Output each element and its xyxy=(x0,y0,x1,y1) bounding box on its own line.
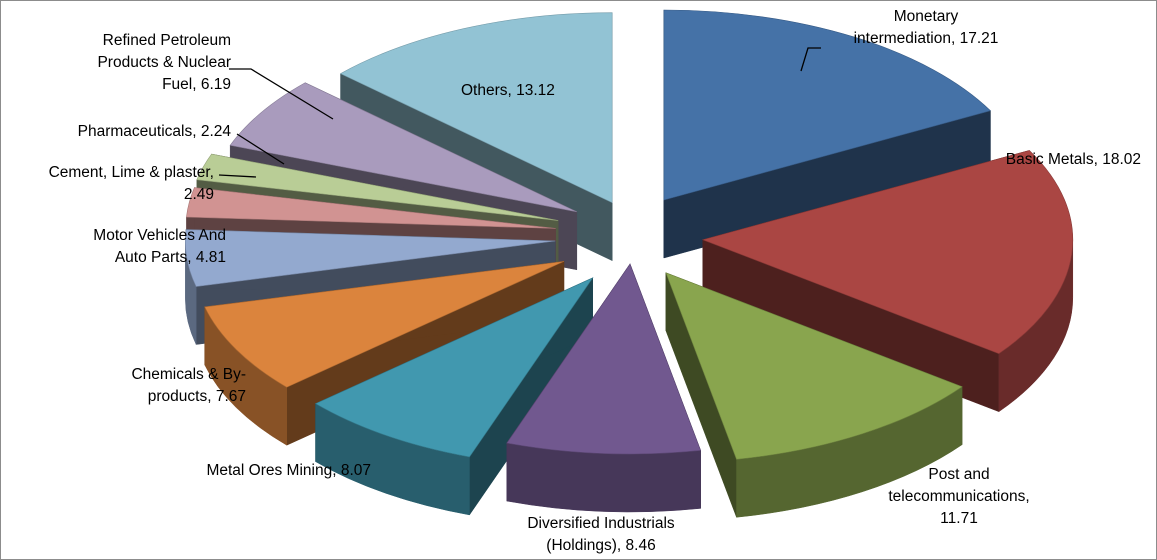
slice-others xyxy=(339,12,613,204)
data-label-motor-vehicles-and-auto-parts: Motor Vehicles And Auto Parts, 4.81 xyxy=(93,227,226,266)
data-label-metal-ores-mining: Metal Ores Mining, 8.07 xyxy=(206,462,371,479)
leader-line-refined-petroleum-products-nuclear-fuel xyxy=(229,68,334,120)
data-labels: Monetary intermediation, 17.21 Basic Metal… xyxy=(49,8,1141,554)
data-label-post-and-telecommunications: Post and telecommunications, 11.71 xyxy=(888,466,1029,527)
slice-refined-petroleum-products-nuclear-fuel xyxy=(229,82,577,213)
data-label-others: Others, 13.12 xyxy=(461,82,555,99)
slice-motor-vehicles-and-auto-parts xyxy=(185,229,556,287)
data-label-cement-lime-plaster: Cement, Lime & plaster, 2.49 xyxy=(49,164,214,203)
data-label-basic-metals: Basic Metals, 18.02 xyxy=(1006,151,1141,168)
leader-lines xyxy=(218,47,821,178)
slice-monetary-intermediation xyxy=(663,9,992,201)
data-label-chemicals-by-products: Chemicals & By-products, 7.67 xyxy=(131,366,246,405)
slice-diversified-industrials-holdings xyxy=(506,263,702,455)
data-label-pharmaceuticals: Pharmaceuticals, 2.24 xyxy=(78,123,232,140)
slice-post-and-telecommunications xyxy=(665,272,963,460)
data-label-refined-petroleum-products-nuclear-fuel: Refined Petroleum Products & Nuclear Fuel,… xyxy=(97,32,231,93)
data-label-monetary-intermediation: Monetary intermediation, 17.21 xyxy=(854,8,999,47)
pie-tops xyxy=(185,9,1074,460)
slice-metal-ores-mining xyxy=(314,277,594,458)
slice-chemicals-by-products xyxy=(204,261,565,388)
leader-line-cement-lime-plaster xyxy=(218,174,257,178)
slice-pharmaceuticals xyxy=(196,153,559,221)
leader-line-pharmaceuticals xyxy=(236,133,285,165)
data-label-diversified-industrials-holdings: Diversified Industrials (Holdings), 8.46 xyxy=(527,515,675,554)
slice-basic-metals xyxy=(701,150,1074,355)
slice-cement-lime-plaster xyxy=(186,187,556,229)
leader-line-monetary-intermediation xyxy=(800,47,821,72)
